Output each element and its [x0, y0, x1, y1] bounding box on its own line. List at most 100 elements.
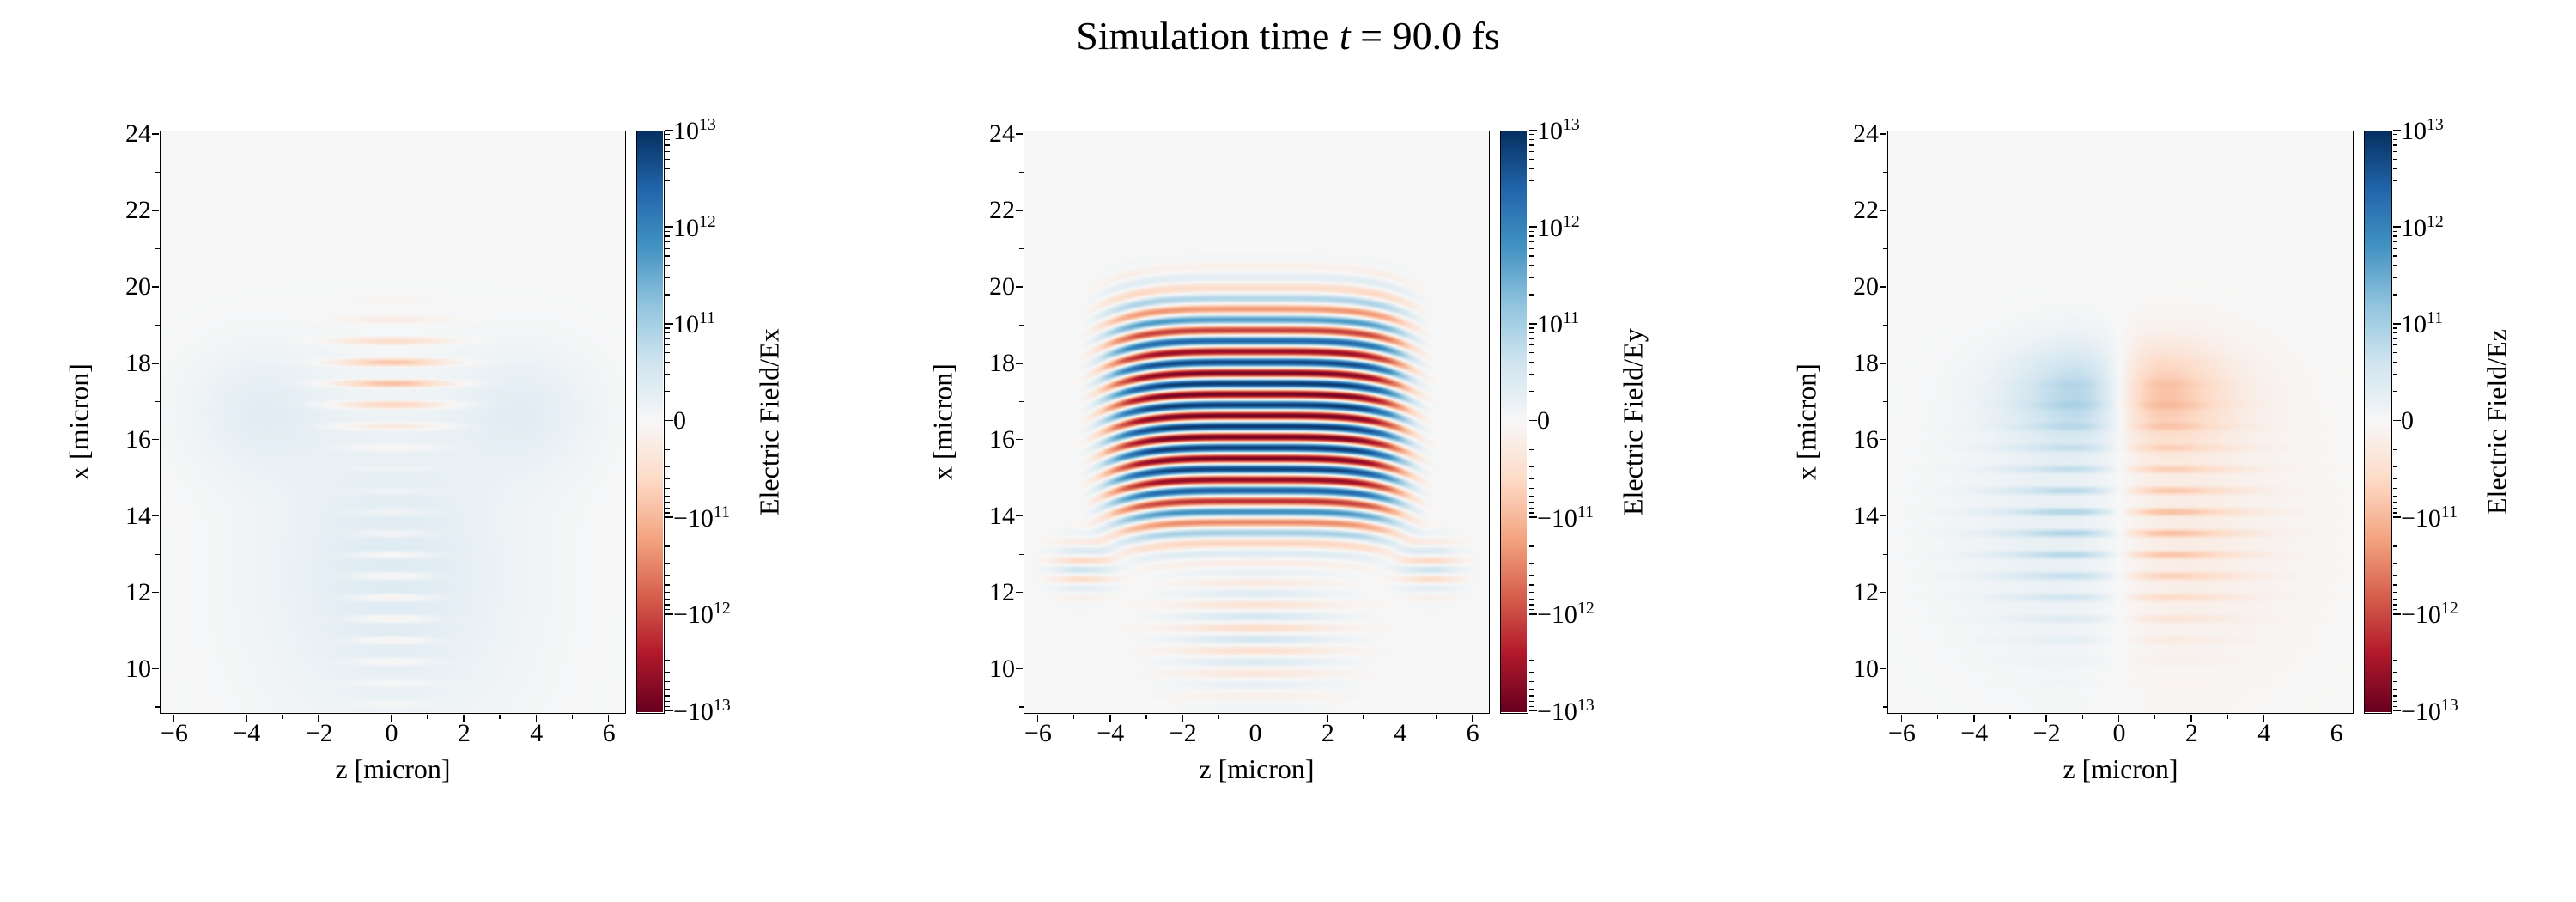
- colorbar-tick-mark: [1529, 516, 1537, 518]
- x-tick-mark: [318, 715, 319, 722]
- y-tick-label: 22: [125, 196, 151, 225]
- colorbar-minor-tick-mark: [1528, 502, 1534, 503]
- colorbar-tick-mark: [1529, 323, 1537, 325]
- colorbar-minor-tick-mark: [665, 705, 670, 707]
- colorbar-tick-label: −1013: [1537, 696, 1595, 726]
- y-tick-label: 10: [125, 655, 151, 684]
- colorbar-minor-tick-mark: [665, 478, 670, 479]
- colorbar-tick-mark: [2393, 226, 2401, 228]
- y-tick-label: 12: [989, 578, 1015, 607]
- colorbar-minor-tick-mark: [665, 700, 670, 703]
- x-minor-tick-mark: [1936, 714, 1939, 719]
- x-tick-mark: [1471, 715, 1473, 722]
- x-minor-tick-mark: [499, 714, 501, 719]
- colorbar-minor-tick-mark: [1528, 150, 1534, 153]
- x-tick-label: −4: [233, 719, 261, 747]
- colorbar-minor-tick-mark: [2392, 478, 2397, 479]
- x-tick-label: 2: [457, 719, 471, 747]
- colorbar-minor-tick-mark: [1528, 255, 1534, 257]
- colorbar-minor-tick-mark: [1528, 168, 1534, 169]
- colorbar-tick-label: 1012: [1537, 211, 1580, 242]
- y-tick-mark: [1015, 667, 1023, 670]
- x-minor-tick-mark: [571, 714, 574, 719]
- colorbar-minor-tick-mark: [1528, 138, 1534, 140]
- colorbar-minor-tick-mark: [665, 338, 670, 339]
- x-tick-mark: [1900, 715, 1903, 722]
- colorbar-minor-tick-mark: [1528, 705, 1534, 707]
- x-tick-labels: −6 −4 −2 0 2 4 6: [1887, 714, 2354, 753]
- colorbar-label: Electric Field/Ex: [753, 328, 785, 516]
- colorbar-minor-tick-mark: [2392, 575, 2397, 576]
- y-tick-label: 12: [125, 578, 151, 607]
- y-tick-label: 18: [125, 349, 151, 378]
- y-tick-mark: [151, 667, 159, 670]
- y-tick-label: 16: [125, 425, 151, 454]
- y-tick-mark: [151, 438, 159, 441]
- panels-row: x [micron] 24 22 20 18 16 14 12 10 1013 1012 1011…: [0, 116, 2576, 793]
- y-tick-labels: 24 22 20 18 16 14 12 10: [962, 121, 1024, 714]
- colorbar-minor-tick-mark: [2392, 507, 2397, 509]
- colorbar-minor-tick-mark: [1528, 448, 1534, 450]
- colorbar-minor-tick-mark: [1528, 512, 1534, 514]
- x-minor-tick-mark: [1435, 714, 1437, 719]
- colorbar-minor-tick-mark: [1528, 158, 1534, 160]
- y-tick-label: 16: [1853, 425, 1879, 454]
- y-tick-mark: [151, 591, 159, 594]
- y-tick-mark: [151, 210, 159, 211]
- heatmap-canvas-ex: [161, 131, 624, 712]
- colorbar-tick-mark: [665, 516, 673, 518]
- x-axis-label: z [micron]: [1199, 753, 1315, 784]
- y-tick-mark: [1879, 133, 1886, 135]
- title-suffix: = 90.0 fs: [1350, 14, 1500, 58]
- y-tick-mark: [151, 363, 159, 364]
- colorbar-minor-tick-mark: [2392, 545, 2397, 547]
- x-tick-label: 2: [2184, 719, 2198, 747]
- colorbar-tick-label: 0: [673, 406, 686, 435]
- colorbar-minor-tick-mark: [1528, 604, 1534, 606]
- x-tick-mark: [2335, 715, 2337, 722]
- colorbar-minor-tick-mark: [2392, 344, 2397, 346]
- x-tick-label: −2: [305, 719, 333, 747]
- y-axis-label: x [micron]: [1790, 363, 1822, 481]
- colorbar-tick-mark: [665, 419, 673, 422]
- x-axis-label: z [micron]: [335, 753, 451, 784]
- colorbar-minor-tick-mark: [665, 592, 670, 594]
- x-tick-mark: [1254, 715, 1256, 722]
- colorbar-minor-tick-mark: [665, 609, 670, 611]
- colorbar-minor-tick-mark: [1528, 327, 1534, 329]
- x-tick-label: 0: [385, 719, 398, 747]
- colorbar-minor-tick-mark: [1528, 700, 1534, 703]
- x-tick-mark: [2190, 715, 2192, 722]
- colorbar-minor-tick-mark: [665, 688, 670, 691]
- colorbar-minor-tick-mark: [1528, 390, 1534, 393]
- colorbar-minor-tick-mark: [665, 598, 670, 600]
- colorbar-tick-label: 1012: [673, 211, 716, 242]
- colorbar-minor-tick-mark: [2392, 374, 2397, 375]
- x-tick-label: 0: [1249, 719, 1262, 747]
- colorbar-minor-tick-mark: [1528, 374, 1534, 375]
- colorbar-minor-tick-mark: [2392, 584, 2397, 586]
- y-minor-tick-mark: [155, 706, 160, 708]
- colorbar-minor-tick-mark: [1528, 672, 1534, 673]
- colorbar-minor-tick-mark: [2392, 138, 2397, 140]
- colorbar-minor-tick-mark: [665, 180, 670, 181]
- colorbar-tick-label: −1011: [1537, 502, 1594, 533]
- colorbar-minor-tick-mark: [665, 695, 670, 697]
- colorbar-tick-mark: [2393, 129, 2401, 131]
- y-tick-mark: [1879, 363, 1886, 364]
- colorbar-tick-mark: [2393, 516, 2401, 518]
- x-tick-mark: [1182, 715, 1183, 722]
- colorbar-minor-tick-mark: [2392, 235, 2397, 237]
- colorbar-minor-tick-mark: [665, 448, 670, 450]
- colorbar-tick-label: −1011: [2401, 502, 2458, 533]
- colorbar-minor-tick-mark: [1528, 688, 1534, 691]
- y-tick-label: 24: [989, 119, 1015, 149]
- colorbar-minor-tick-mark: [2392, 700, 2397, 703]
- colorbar-tick-mark: [665, 226, 673, 228]
- colorbar-gradient: [637, 131, 663, 712]
- colorbar-minor-tick-mark: [665, 680, 670, 683]
- y-axis-label: x [micron]: [927, 363, 958, 481]
- figure-title: Simulation time t = 90.0 fs: [0, 12, 2576, 60]
- y-minor-tick-mark: [1018, 553, 1024, 555]
- x-tick-label: 6: [2330, 719, 2343, 747]
